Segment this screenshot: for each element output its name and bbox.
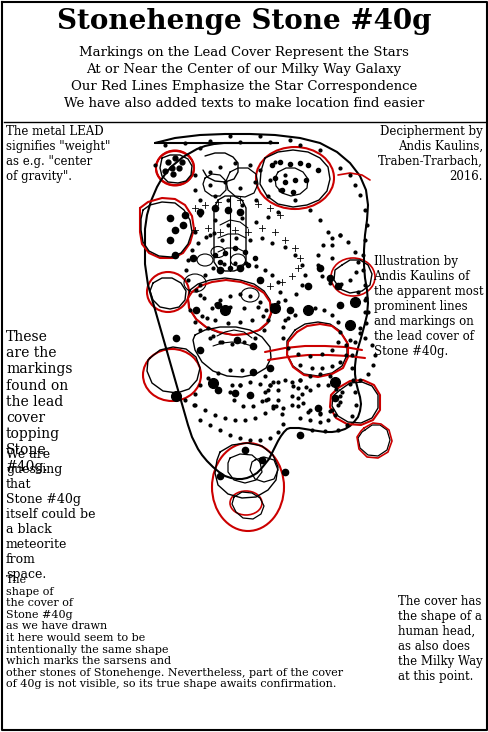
Text: Decipherment by
Andis Kaulins,
Traben-Trarbach,
2016.: Decipherment by Andis Kaulins, Traben-Tr…	[377, 125, 482, 183]
Text: At or Near the Center of our Milky Way Galaxy: At or Near the Center of our Milky Way G…	[86, 63, 401, 76]
Text: The
shape of
the cover of
Stone #40g
as we have drawn
it here would seem to be
i: The shape of the cover of Stone #40g as …	[6, 575, 343, 690]
Text: Our Red Lines Emphasize the Star Correspondence: Our Red Lines Emphasize the Star Corresp…	[71, 80, 416, 93]
Text: Markings on the Lead Cover Represent the Stars: Markings on the Lead Cover Represent the…	[79, 46, 408, 59]
Text: These
are the
markings
found on
the lead
cover
topping
Stone
#40g.: These are the markings found on the lead…	[6, 330, 72, 474]
Text: We are
guessing
that
Stone #40g
itself could be
a black
meteorite
from
space.: We are guessing that Stone #40g itself c…	[6, 448, 95, 581]
Text: The metal LEAD
signifies "weight"
as e.g. "center
of gravity".: The metal LEAD signifies "weight" as e.g…	[6, 125, 110, 183]
Text: The cover has
the shape of a
human head,
as also does
the Milky Way
at this poin: The cover has the shape of a human head,…	[397, 595, 482, 683]
Text: Illustration by
Andis Kaulins of
the apparent most
prominent lines
and markings : Illustration by Andis Kaulins of the app…	[373, 255, 482, 358]
Text: Stonehenge Stone #40g: Stonehenge Stone #40g	[57, 8, 430, 35]
Text: We have also added texts to make location find easier: We have also added texts to make locatio…	[63, 97, 423, 110]
